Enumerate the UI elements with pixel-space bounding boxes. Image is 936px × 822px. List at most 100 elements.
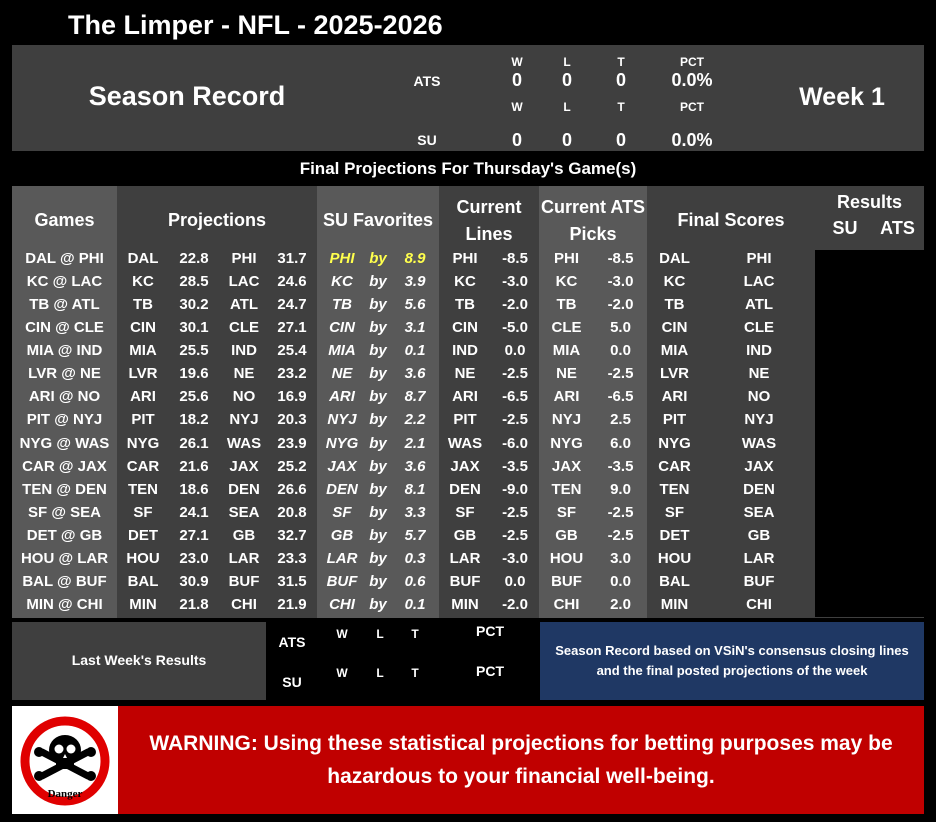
- fav-by-cell: by: [369, 596, 387, 614]
- last-week-ats-t: T: [411, 627, 419, 641]
- fav-by-cell: by: [369, 526, 387, 544]
- proj-score2-cell: 24.6: [277, 273, 307, 291]
- projections-banner: Final Projections For Thursday's Game(s): [12, 154, 924, 184]
- proj-team2-cell: LAR: [228, 549, 260, 567]
- proj-team1-cell: HOU: [126, 549, 160, 567]
- last-week-ats-l: L: [376, 627, 384, 641]
- pick-team-cell: CHI: [553, 596, 580, 614]
- pick-value-cell: 6.0: [610, 434, 631, 452]
- final-team2-cell: JAX: [744, 457, 774, 475]
- header-final-scores: Final Scores: [677, 210, 785, 230]
- line-value-cell: 0.0: [504, 572, 526, 590]
- ats-w: 0: [511, 70, 522, 90]
- proj-score1-cell: 23.0: [179, 549, 209, 567]
- season-record-panel: Season Record Week 1 W L T PCT ATS 0 0 0…: [12, 45, 924, 151]
- game-cell: CAR @ JAX: [22, 457, 107, 475]
- last-week-su-pct: PCT: [476, 663, 504, 679]
- pick-team-cell: KC: [555, 273, 578, 291]
- game-cell: NYG @ WAS: [19, 434, 110, 452]
- proj-score2-cell: 25.2: [277, 457, 307, 475]
- line-value-cell: -2.5: [502, 503, 528, 521]
- week-label: Week 1: [799, 83, 885, 111]
- final-team1-cell: KC: [663, 273, 686, 291]
- final-team2-cell: WAS: [741, 434, 777, 452]
- fav-by-cell: by: [369, 388, 387, 406]
- season-record-label: Season Record: [88, 81, 286, 111]
- line-team-cell: MIN: [451, 596, 479, 614]
- proj-team2-cell: NO: [232, 388, 256, 406]
- final-team1-cell: BAL: [659, 572, 690, 590]
- pick-value-cell: 2.0: [610, 596, 631, 614]
- last-week-ats-w: W: [336, 627, 348, 641]
- line-value-cell: -2.0: [502, 296, 528, 314]
- pick-team-cell: MIA: [552, 342, 581, 360]
- proj-team1-cell: SF: [133, 503, 153, 521]
- proj-score1-cell: 30.2: [179, 296, 209, 314]
- proj-score1-cell: 24.1: [179, 503, 209, 521]
- line-team-cell: PIT: [453, 411, 477, 429]
- line-value-cell: -9.0: [502, 480, 528, 498]
- game-cell: BAL @ BUF: [22, 572, 107, 590]
- line-team-cell: TB: [455, 296, 475, 314]
- last-week-ats-label: ATS: [278, 634, 306, 650]
- pick-value-cell: -3.5: [607, 457, 634, 475]
- proj-score1-cell: 19.6: [179, 365, 209, 383]
- su-t: 0: [615, 130, 626, 150]
- pick-value-cell: -8.5: [607, 250, 634, 267]
- proj-team1-cell: ARI: [130, 388, 156, 406]
- page-title: The Limper - NFL - 2025-2026: [12, 8, 924, 42]
- proj-score1-cell: 30.9: [179, 572, 209, 590]
- proj-score1-cell: 25.6: [179, 388, 209, 406]
- proj-team1-cell: KC: [132, 273, 154, 291]
- warning-text: WARNING: Using these statistical project…: [149, 732, 893, 788]
- fav-margin-cell: 0.1: [404, 342, 426, 360]
- proj-team1-cell: DET: [128, 526, 158, 544]
- pick-value-cell: -6.5: [607, 388, 634, 406]
- final-team1-cell: DAL: [659, 250, 690, 267]
- proj-score1-cell: 21.6: [179, 457, 209, 475]
- proj-team1-cell: DAL: [127, 250, 159, 267]
- fav-team-cell: BUF: [326, 572, 358, 590]
- fav-team-cell: MIA: [328, 342, 356, 360]
- ats-t: 0: [615, 70, 626, 90]
- fav-margin-cell: 8.9: [404, 250, 426, 267]
- game-cell: KC @ LAC: [26, 273, 103, 291]
- fav-margin-cell: 3.9: [404, 273, 426, 291]
- header-projections: Projections: [167, 210, 267, 230]
- proj-team1-cell: TB: [133, 296, 153, 314]
- skull-crossbones-icon: Danger: [20, 716, 110, 806]
- final-team1-cell: MIA: [660, 342, 689, 360]
- game-cell: HOU @ LAR: [20, 549, 109, 567]
- proj-team1-cell: LVR: [128, 365, 158, 383]
- fav-team-cell: NYJ: [327, 411, 357, 429]
- ats-l: 0: [561, 70, 572, 90]
- results-area: [815, 250, 924, 617]
- fav-by-cell: by: [369, 296, 387, 314]
- proj-team1-cell: BAL: [127, 572, 159, 590]
- fav-margin-cell: 3.1: [404, 319, 426, 337]
- su-col-w-header: W: [511, 100, 523, 114]
- su-w: 0: [511, 130, 522, 150]
- fav-margin-cell: 8.7: [404, 388, 426, 406]
- fav-team-cell: DEN: [326, 480, 358, 498]
- ats-col-pct-header: PCT: [680, 55, 704, 69]
- last-week-record: [266, 622, 532, 700]
- fav-by-cell: by: [369, 273, 387, 291]
- proj-score2-cell: 23.2: [277, 365, 307, 383]
- line-team-cell: ARI: [452, 388, 478, 406]
- fav-margin-cell: 0.3: [404, 549, 426, 567]
- pick-team-cell: SF: [556, 503, 577, 521]
- line-team-cell: NE: [454, 365, 476, 383]
- proj-score1-cell: 28.5: [179, 273, 209, 291]
- proj-score1-cell: 21.8: [179, 596, 209, 614]
- pick-value-cell: -2.5: [607, 526, 634, 544]
- game-cell: SF @ SEA: [28, 503, 101, 521]
- header-results: Results: [836, 192, 903, 212]
- line-value-cell: -2.5: [502, 365, 528, 383]
- fav-team-cell: SF: [332, 503, 352, 521]
- fav-margin-cell: 0.1: [404, 596, 426, 614]
- pick-value-cell: 2.5: [610, 411, 631, 429]
- proj-team1-cell: CIN: [130, 319, 156, 337]
- fav-by-cell: by: [369, 319, 387, 337]
- final-team2-cell: PHI: [746, 250, 772, 267]
